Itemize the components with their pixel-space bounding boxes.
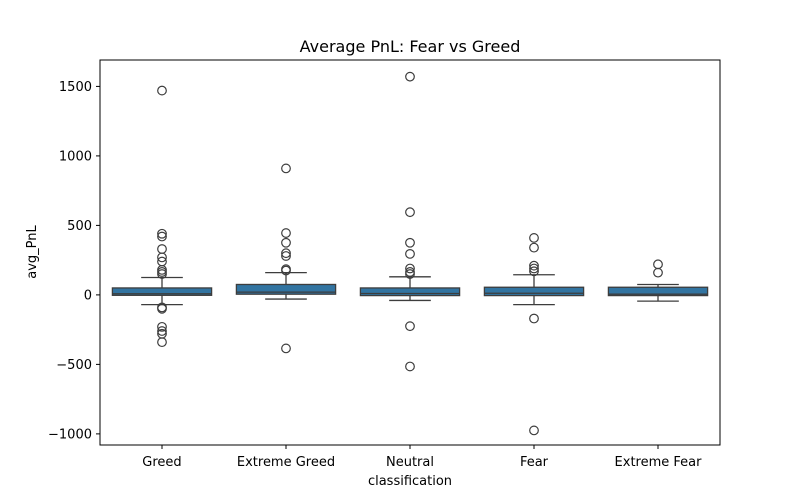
x-tick-label: Greed [142,455,181,470]
outlier-point [529,260,539,271]
outlier-point [157,303,167,314]
x-tick-label: Neutral [386,455,434,470]
x-tick-label: Extreme Greed [237,455,335,470]
box-group-fear [483,233,585,436]
outlier-point [157,228,167,239]
box [607,286,709,297]
outlier-point [405,321,415,332]
outlier-point [653,267,663,278]
y-tick-label: 1000 [59,149,92,164]
outlier-point [281,343,291,354]
outlier-point [653,259,663,270]
x-tick-label: Fear [520,455,549,470]
outlier-point [529,266,539,277]
plot-frame [99,59,721,446]
box [111,287,213,296]
outlier-point [281,237,291,248]
outlier-point [157,85,167,96]
plot-marks [111,71,709,436]
outlier-point [157,337,167,348]
outlier-point [281,251,291,261]
outlier-point [405,207,415,218]
outlier-point [529,263,539,274]
outlier-point [529,425,539,436]
outlier-point [157,267,167,277]
y-axis-label: avg_PnL [25,224,40,278]
outlier-point [281,228,291,238]
outlier-point [281,163,291,174]
x-axis-label: classification [368,474,452,489]
chart-title: Average PnL: Fear vs Greed [300,37,521,56]
y-tick-label: −1000 [48,427,92,442]
outlier-point [405,263,415,274]
y-tick-label: −500 [56,358,92,373]
box-group-extreme-fear [607,259,709,302]
outlier-point [529,242,539,253]
outlier-point [405,248,415,259]
outlier-point [157,252,167,263]
y-tick-label: 1500 [59,80,92,95]
outlier-point [157,231,167,242]
outlier-point [405,361,415,372]
outlier-point [157,326,167,336]
y-tick-label: 0 [84,288,92,303]
outlier-point [157,244,167,254]
outlier-point [405,269,415,279]
outlier-point [405,237,415,248]
box-group-extreme-greed [235,163,337,354]
box [235,283,337,295]
outlier-point [157,269,167,279]
box [483,286,585,297]
box [359,287,461,297]
x-tick-label: Extreme Fear [615,455,703,470]
outlier-point [529,313,539,324]
outlier-point [405,71,415,82]
outlier-point [281,248,291,259]
y-tick-label: 500 [67,219,92,234]
outlier-point [157,321,167,332]
outlier-point [281,265,291,276]
outlier-point [529,233,539,243]
box-group-greed [111,85,213,348]
box-group-neutral [359,71,461,372]
plot-axes: −1000 −500 0 500 1000 1500 Greed Extreme Greed N… [48,80,702,470]
